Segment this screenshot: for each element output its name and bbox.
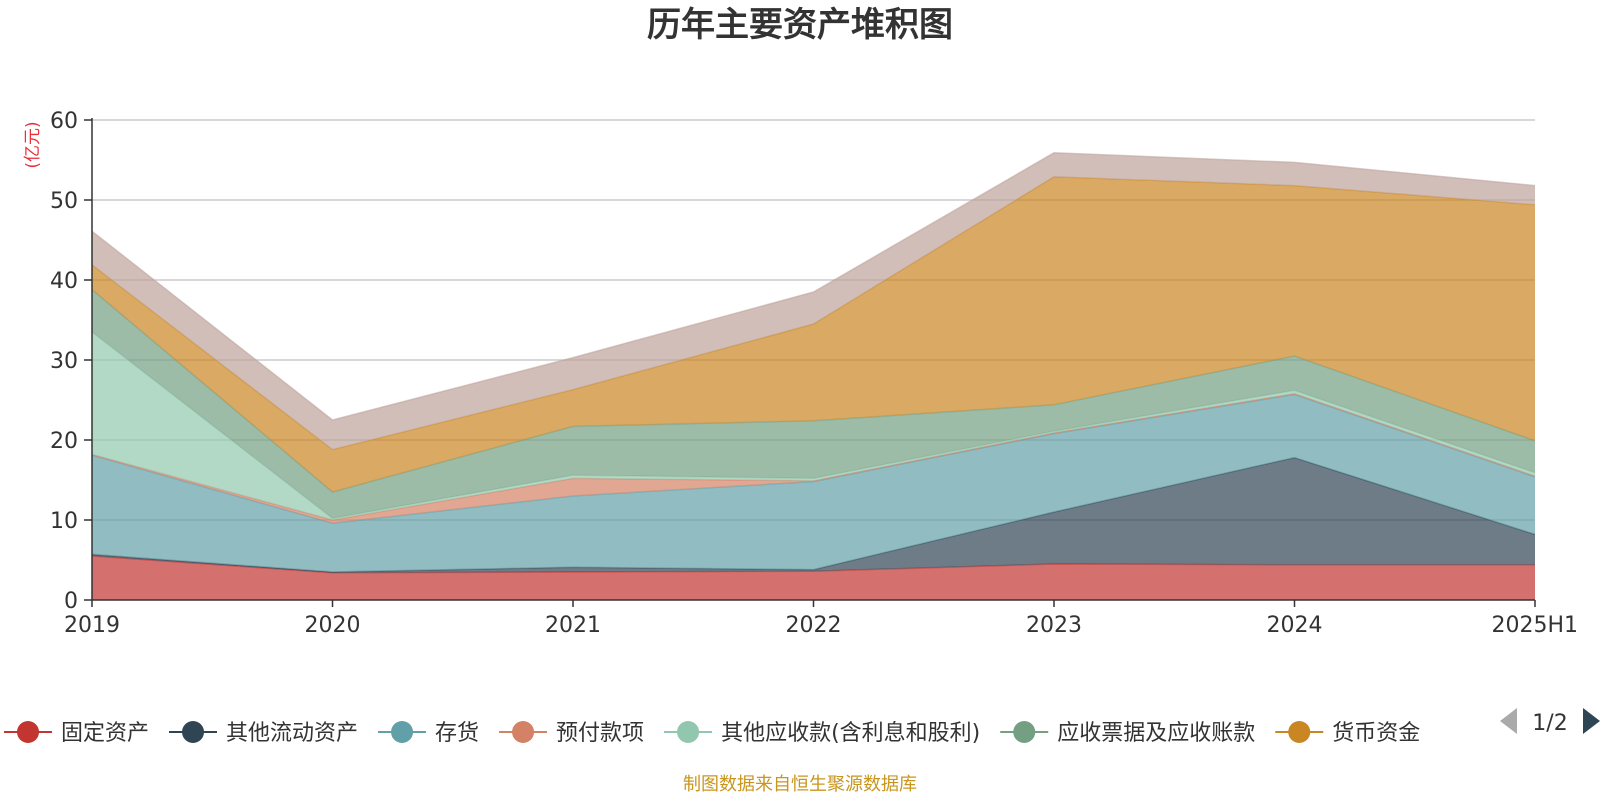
area-series-edge [91,152,1536,421]
x-tick-label: 2019 [64,613,120,638]
legend-item[interactable]: 其他流动资产 [169,721,358,746]
x-tick-label: 2022 [786,613,842,638]
legend-item[interactable]: 货币资金 [1275,721,1420,746]
legend-label: 其他流动资产 [226,721,358,746]
x-tick-label: 2023 [1026,613,1082,638]
y-tick-label: 60 [50,109,78,134]
area-series[interactable] [92,457,1535,573]
x-tick-label: 2020 [305,613,361,638]
legend-page-indicator: 1/2 [1532,711,1567,736]
y-tick-label: 10 [50,509,78,534]
legend-marker-icon [182,721,205,743]
triangle-left-icon[interactable] [1500,708,1517,734]
legend-marker-icon [1288,721,1311,743]
legend-pager: 1/2 [1500,708,1600,736]
legend-label: 货币资金 [1332,721,1420,746]
legend-label: 存货 [435,721,479,746]
x-tick-label: 2021 [545,613,601,638]
x-tick-label: 2024 [1267,613,1323,638]
y-axis-unit: (亿元) [23,121,43,168]
legend-label: 固定资产 [61,721,149,746]
area-series[interactable] [92,289,1535,519]
legend-marker-icon [512,721,535,743]
legend-label: 应收票据及应收账款 [1057,721,1255,746]
legend: 固定资产 其他流动资产 存货 预付款项 其他应收款(含利息和股利) 应收票据及应收账款 货币… [4,721,1420,746]
legend-item[interactable]: 预付款项 [499,721,644,746]
x-tick-label: 2025H1 [1491,613,1578,638]
area-series[interactable] [92,556,1535,600]
legend-item[interactable]: 固定资产 [4,721,149,746]
area-series[interactable] [92,152,1535,450]
legend-marker-icon [391,721,414,743]
y-tick-label: 20 [50,429,78,454]
data-source-note: 制图数据来自恒生聚源数据库 [683,774,917,795]
legend-marker-icon [1013,721,1036,743]
legend-marker-icon [17,721,39,743]
legend-item[interactable]: 应收票据及应收账款 [1000,721,1255,746]
chart-title: 历年主要资产堆积图 [647,5,953,45]
legend-label: 其他应收款(含利息和股利) [721,721,980,746]
y-tick-label: 50 [50,189,78,214]
legend-item[interactable]: 其他应收款(含利息和股利) [664,721,980,746]
y-tick-label: 30 [50,349,78,374]
y-tick-label: 0 [64,589,78,614]
legend-label: 预付款项 [556,721,644,746]
area-series[interactable] [92,176,1535,493]
y-tick-label: 40 [50,269,78,294]
axes: 0 10 20 30 40 50 60 2019 2020 2021 2022 2023 2024 202… [50,109,1578,638]
legend-marker-icon [677,721,700,743]
area-series-layer [91,152,1536,600]
triangle-right-icon[interactable] [1583,708,1600,734]
legend-item[interactable]: 存货 [378,721,479,746]
area-series[interactable] [92,394,1535,572]
